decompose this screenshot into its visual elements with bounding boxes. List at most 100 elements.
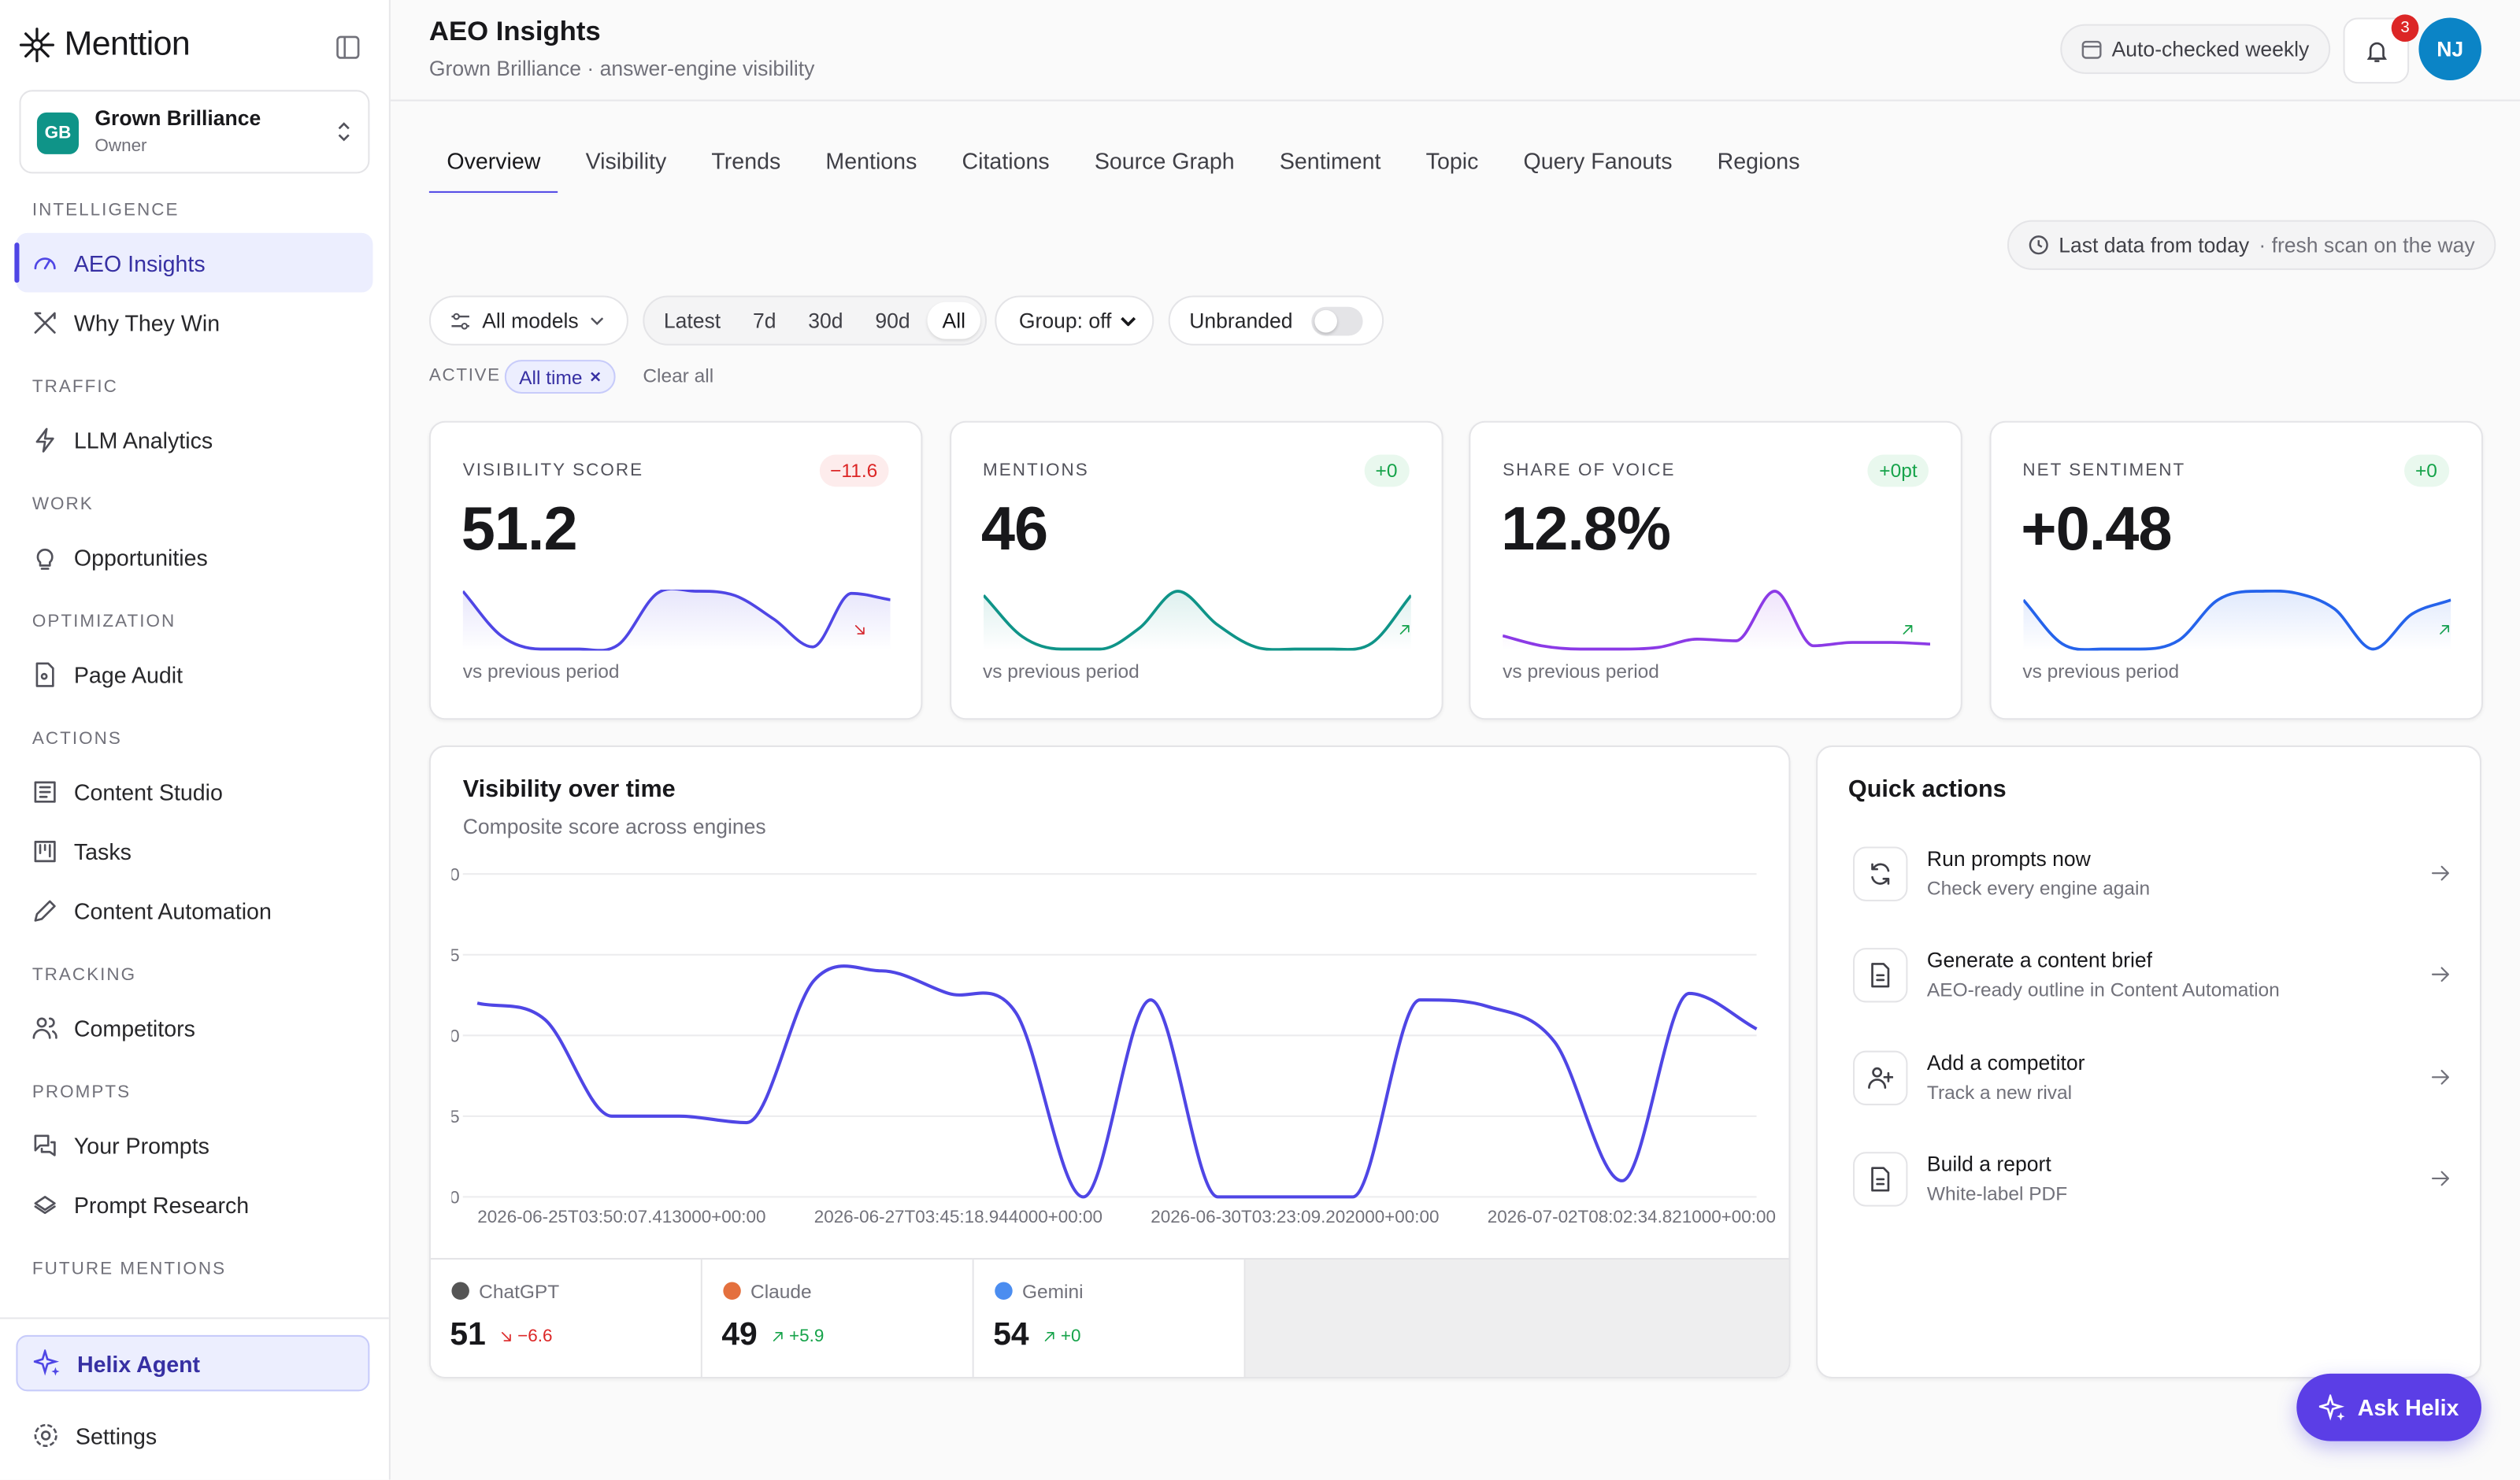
nav-section: TRAFFIC LLM Analytics [0, 371, 389, 468]
nav-label: Why They Win [73, 309, 220, 335]
nav-icon [36, 547, 54, 569]
action-icon [1871, 1167, 1890, 1192]
nav-item[interactable]: AEO Insights [14, 232, 373, 293]
arrow-icon [2431, 967, 2449, 982]
tab[interactable]: Visibility [585, 147, 667, 174]
engine-name: Claude [750, 1280, 812, 1304]
nav-item[interactable]: LLM Analytics [16, 409, 372, 469]
quick-action[interactable]: Generate a content brief AEO-ready outlin… [1853, 945, 2451, 1010]
nav-section-title: ACTIONS [32, 729, 122, 749]
tab[interactable]: Citations [962, 147, 1050, 174]
sparkline [1503, 590, 1931, 651]
icon-path [501, 1332, 511, 1341]
caret [591, 316, 604, 324]
nav-item[interactable]: Tasks [16, 821, 372, 881]
divider [0, 1317, 389, 1319]
icon-path [1044, 1332, 1054, 1341]
calendar-icon [2081, 40, 2102, 59]
tab[interactable]: Topic [1425, 147, 1479, 174]
nav-item[interactable]: Your Prompts [16, 1115, 372, 1175]
nav-item[interactable]: Competitors [16, 997, 372, 1057]
active-chip[interactable]: All time [504, 360, 617, 394]
ask-helix[interactable]: Ask Helix [2296, 1373, 2481, 1441]
clear-all[interactable]: Clear all [643, 364, 714, 387]
nav-item[interactable]: Prompt Research [16, 1175, 372, 1234]
chip-close [591, 372, 601, 382]
chart-subtitle: Composite score across engines [462, 814, 766, 839]
tab[interactable]: Regions [1717, 147, 1800, 174]
kpi-label: NET SENTIMENT [2022, 461, 2186, 481]
workspace-badge: GB [36, 112, 79, 154]
chart-title: Visibility over time [462, 775, 676, 804]
range-option[interactable]: All [928, 302, 980, 339]
nav-icon [34, 899, 56, 921]
toggle-switch [1311, 305, 1363, 335]
trend-arrow [1903, 625, 1913, 635]
nav-section: WORK Opportunities [0, 488, 389, 586]
sparkline-area [1503, 591, 1931, 651]
quick-action-icon [1853, 1152, 1908, 1207]
nav-icon [34, 1195, 56, 1214]
helix-agent[interactable]: Helix Agent [16, 1334, 370, 1392]
brand-logo [19, 28, 54, 63]
engine-score: 49 [721, 1317, 758, 1353]
schedule-pill[interactable]: Auto-checked weekly [2060, 24, 2330, 74]
tab[interactable]: Trends [711, 147, 781, 174]
arrow-icon [2431, 1171, 2449, 1186]
tab[interactable]: Source Graph [1094, 147, 1235, 174]
gear-icon [34, 1423, 57, 1448]
range-option[interactable]: 90d [875, 308, 910, 333]
nav-item[interactable]: Opportunities [16, 527, 372, 586]
icon-path [2431, 865, 2449, 881]
sparkline-line [982, 590, 1410, 651]
tab[interactable]: Overview [428, 128, 559, 194]
page-subtitle: Grown Brilliance · answer-engine visibil… [428, 56, 815, 81]
settings[interactable]: Settings [16, 1408, 385, 1463]
nav-section-title: FUTURE MENTIONS [32, 1259, 227, 1279]
range-option[interactable]: 30d [808, 308, 843, 333]
avatar[interactable]: NJ [2418, 17, 2481, 81]
unbranded-toggle[interactable]: Unbranded [1168, 295, 1384, 346]
kpi-delta-text: +0 [2414, 459, 2437, 483]
icon-path [1903, 625, 1913, 635]
chart: 0 25 50 75 100 2026-06-25T03:50:07.413000+00:… [451, 864, 1775, 1227]
quick-action-title: Run prompts now [1926, 846, 2091, 871]
clock-icon [2029, 235, 2048, 255]
sparkline [462, 589, 891, 651]
quick-action[interactable]: Add a competitor Track a new rival [1853, 1047, 2451, 1112]
tab[interactable]: Mentions [825, 147, 917, 174]
notifications[interactable]: 3 [2343, 14, 2419, 84]
tab[interactable]: Query Fanouts [1523, 147, 1673, 174]
nav-item[interactable]: Content Studio [16, 761, 372, 821]
range-segment: Latest 7d 30d 90d All [643, 295, 987, 346]
quick-action-arrow [2430, 1167, 2451, 1197]
engine-cell: ChatGPT 51 −6.6 [430, 1259, 702, 1377]
tab[interactable]: Sentiment [1279, 147, 1381, 174]
nav-item[interactable]: Why They Win [16, 292, 372, 352]
nav-label: Prompt Research [73, 1191, 250, 1217]
sparkline [2022, 589, 2451, 651]
group-select[interactable]: Group: off [995, 295, 1154, 346]
kpi-delta: +0pt [1868, 454, 1929, 635]
nav-section: FUTURE MENTIONS [0, 1253, 389, 1286]
range-option[interactable]: 7d [752, 308, 776, 333]
nav-label: AEO Insights [73, 250, 206, 276]
sparkline-line [1503, 590, 1931, 651]
nav-item[interactable]: Content Automation [16, 880, 372, 940]
range-option[interactable]: Latest [663, 308, 721, 333]
icon-path [2431, 1069, 2449, 1084]
models-filter[interactable]: All models [428, 295, 628, 346]
quick-action[interactable]: Run prompts now Check every engine again [1853, 843, 2451, 908]
active-label: ACTIVE [428, 366, 501, 386]
nav-item[interactable]: Page Audit [16, 644, 372, 704]
icon-path [36, 547, 54, 569]
trend-arrow [773, 1332, 783, 1341]
nav-icon [32, 1016, 57, 1038]
kpi-delta-text: +0pt [1879, 459, 1918, 483]
collapse-icon[interactable] [336, 35, 361, 60]
quick-action[interactable]: Build a report White-label PDF [1853, 1149, 2451, 1213]
settings-label: Settings [75, 1423, 158, 1449]
workspace-switcher[interactable]: GB Grown Brilliance Owner [19, 90, 370, 174]
quick-action-arrow [2430, 1066, 2451, 1095]
quick-action-title: Build a report [1926, 1152, 2051, 1176]
